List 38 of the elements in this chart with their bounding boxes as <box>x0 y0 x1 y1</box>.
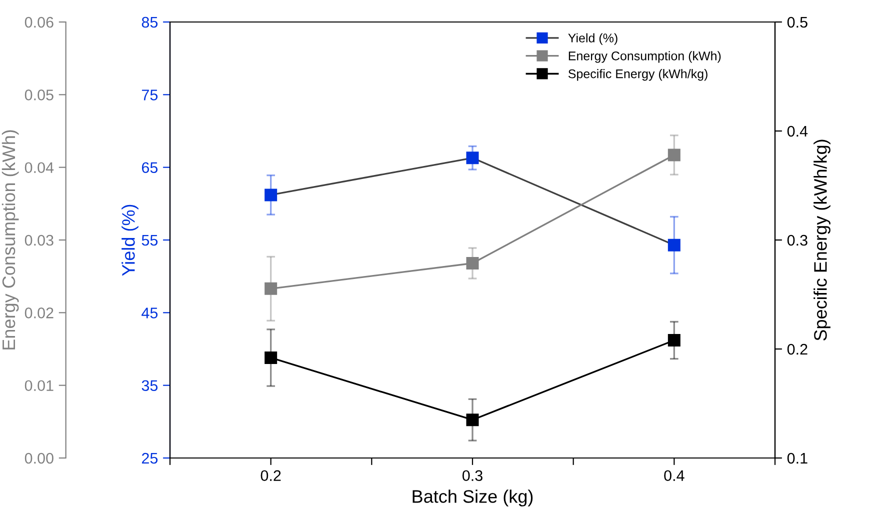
point <box>668 238 680 252</box>
y-tick-label: 55 <box>142 235 158 246</box>
y3-tick-label: 0.06 <box>24 16 54 28</box>
legend-label: Energy Consumption (kWh) <box>568 51 721 63</box>
y3-tick-label: 0.02 <box>24 308 54 318</box>
point <box>264 282 278 295</box>
y-tick-label: 85 <box>142 16 158 28</box>
x-tick-label: 0.4 <box>664 470 684 482</box>
y3-tick-label: 0.03 <box>24 234 54 246</box>
y-axis-title: Yield (%) <box>122 204 138 276</box>
point <box>264 351 278 364</box>
y-tick-label: 35 <box>142 380 158 392</box>
y2-tick-label: 0.2 <box>787 344 808 355</box>
y3-axis-title: Energy Consumption (kWh) <box>2 130 19 350</box>
y-tick-label: 45 <box>142 308 158 318</box>
legend-label: Yield (%) <box>568 33 618 45</box>
x-tick-label: 0.3 <box>462 470 482 482</box>
point <box>466 257 479 270</box>
y2-tick-label: 0.1 <box>787 452 808 464</box>
y3-tick-label: 0.01 <box>24 380 54 392</box>
point <box>466 152 479 164</box>
y2-tick-label: 0.5 <box>787 16 808 28</box>
point <box>264 188 278 202</box>
y2-axis-title: Specific Energy (kWh/kg) <box>814 140 830 341</box>
x-tick-label: 0.2 <box>260 470 281 482</box>
y-tick-label: 65 <box>142 162 158 174</box>
y-tick-label: 25 <box>142 452 158 464</box>
y-tick-label: 75 <box>142 90 158 100</box>
x-axis-title: Batch Size (kg) <box>412 490 533 506</box>
y2-tick-label: 0.4 <box>787 126 808 137</box>
point <box>466 414 479 426</box>
point <box>668 334 680 347</box>
y3-tick-label: 0.05 <box>24 90 54 100</box>
y3-tick-label: 0.04 <box>24 162 54 174</box>
legend-label: Specific Energy (kWh/kg) <box>568 69 708 81</box>
y2-tick-label: 0.3 <box>787 234 808 246</box>
y3-tick-label: 0.00 <box>24 452 54 464</box>
point <box>668 148 680 162</box>
